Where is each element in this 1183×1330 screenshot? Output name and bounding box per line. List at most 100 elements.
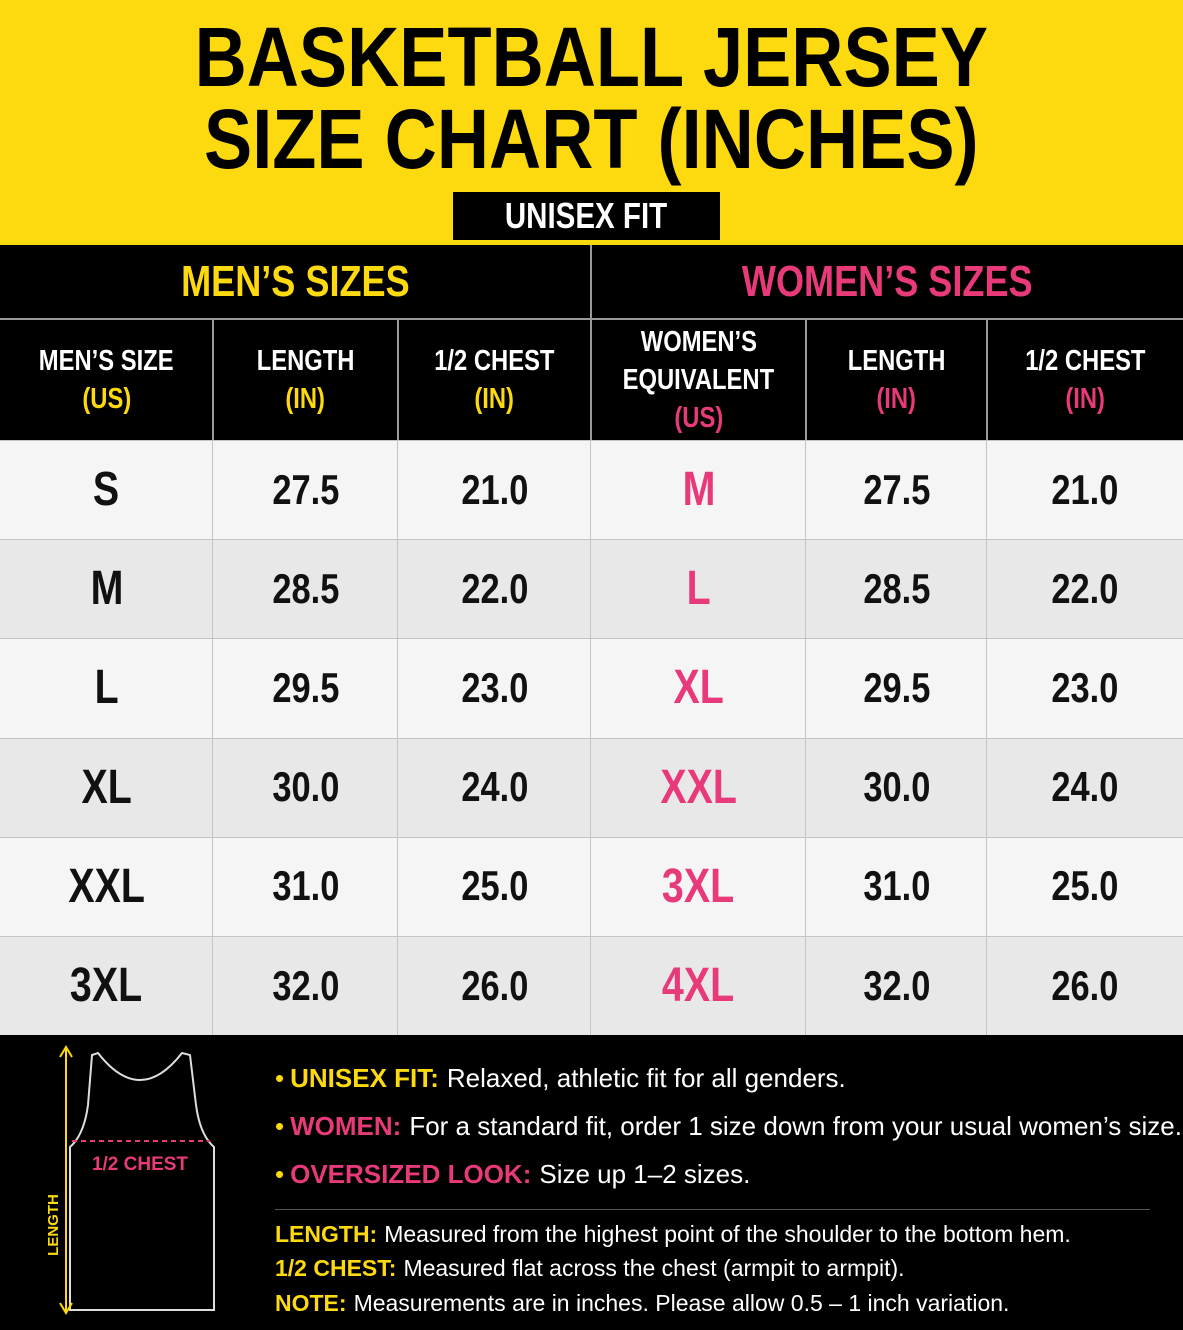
- cell-text: XL: [673, 661, 724, 715]
- cell-text: 23.0: [460, 663, 529, 711]
- cell: 28.5: [213, 539, 398, 638]
- bullet: •: [275, 1110, 285, 1141]
- cell-text: 21.0: [460, 465, 529, 513]
- definition-text: Measurements are in inches. Please allow…: [353, 1289, 1010, 1316]
- note-text: Size up 1–2 sizes.: [539, 1158, 751, 1189]
- column-label: 1/2 CHEST: [434, 345, 555, 377]
- definition: LENGTH: Measured from the highest point o…: [275, 1218, 1071, 1250]
- cell: 31.0: [213, 837, 398, 936]
- badge: UNISEX FIT: [453, 192, 720, 240]
- cell: XL: [591, 638, 806, 737]
- row-bg: [0, 440, 1183, 540]
- cell: 29.5: [213, 638, 398, 737]
- divider: [805, 440, 806, 1035]
- cell-text: 26.0: [460, 961, 529, 1009]
- jersey-outline: [69, 1051, 215, 1311]
- cell: 29.5: [806, 638, 987, 737]
- cell-text: 25.0: [460, 862, 529, 910]
- row-bg: [0, 638, 1183, 738]
- note: • WOMEN: For a standard fit, order 1 size …: [275, 1106, 1182, 1146]
- cell: 22.0: [987, 539, 1183, 638]
- cell-text: 27.5: [862, 465, 931, 513]
- cell-text: XXL: [660, 760, 737, 814]
- cell: 32.0: [213, 936, 398, 1035]
- note-key: OVERSIZED LOOK:: [290, 1158, 532, 1189]
- cell: 24.0: [987, 738, 1183, 837]
- title-line: BASKETBALL JERSEY: [0, 10, 1183, 104]
- divider: [397, 440, 398, 1035]
- column-label: LENGTH: [847, 345, 946, 377]
- cell-text: 29.5: [271, 663, 340, 711]
- cell-text: XXL: [68, 859, 145, 913]
- cell: S: [0, 440, 213, 539]
- column-label: LENGTH: [256, 345, 355, 377]
- definition-text: Measured from the highest point of the s…: [384, 1220, 1071, 1247]
- cell: 31.0: [806, 837, 987, 936]
- cell: 28.5: [806, 539, 987, 638]
- badge-text: UNISEX FIT: [505, 195, 668, 236]
- cell: 26.0: [987, 936, 1183, 1035]
- cell-text: 22.0: [1051, 564, 1119, 612]
- cell-text: 4XL: [662, 959, 735, 1013]
- cell: L: [0, 638, 213, 737]
- cell-text: 24.0: [460, 763, 529, 811]
- group-title: WOMEN’S SIZES: [741, 256, 1033, 306]
- definition: NOTE: Measurements are in inches. Please …: [275, 1287, 1009, 1319]
- cell: 21.0: [398, 440, 591, 539]
- column-unit: (IN): [1065, 383, 1105, 415]
- length-label: LENGTH: [45, 1194, 62, 1256]
- cell-text: 31.0: [271, 862, 340, 910]
- cell-text: 32.0: [862, 961, 931, 1009]
- cell: 27.5: [806, 440, 987, 539]
- cell-text: 31.0: [862, 862, 931, 910]
- column-unit: (IN): [876, 383, 917, 415]
- cell-text: M: [682, 463, 715, 517]
- cell: 23.0: [398, 638, 591, 737]
- cell-text: 3XL: [662, 859, 735, 913]
- cell-text: L: [686, 562, 711, 616]
- note-text: Relaxed, athletic fit for all genders.: [446, 1062, 846, 1093]
- column-unit: (IN): [285, 383, 326, 415]
- column-header: MEN’S SIZE (US): [0, 320, 213, 440]
- group-title: MEN’S SIZES: [181, 256, 410, 306]
- column-label: 1/2 CHEST: [1024, 345, 1146, 377]
- cell: 30.0: [213, 738, 398, 837]
- definition-text: Measured flat across the chest (armpit t…: [403, 1255, 905, 1281]
- cell: M: [0, 539, 213, 638]
- cell-text: 30.0: [862, 763, 931, 811]
- column-label: MEN’S SIZE: [39, 345, 174, 377]
- cell-text: 21.0: [1051, 465, 1119, 513]
- chest-label: 1/2 CHEST: [92, 1154, 188, 1175]
- cell: 32.0: [806, 936, 987, 1035]
- column-header: LENGTH (IN): [213, 320, 398, 440]
- cell: 27.5: [213, 440, 398, 539]
- badge-box: [453, 192, 720, 240]
- bullet: •: [275, 1158, 285, 1189]
- column-header: WOMEN’S EQUIVALENT (US): [591, 320, 806, 440]
- title-text: BASKETBALL JERSEY: [194, 9, 989, 104]
- cell-text: 30.0: [271, 763, 340, 811]
- definition: 1/2 CHEST: Measured flat across the chest…: [275, 1253, 905, 1285]
- title-text: SIZE CHART (INCHES): [204, 91, 979, 186]
- cell: 22.0: [398, 539, 591, 638]
- column-unit: (US): [82, 383, 131, 415]
- jersey-diagram: 1/2 CHEST LENGTH: [45, 1045, 215, 1315]
- cell-text: 27.5: [271, 465, 340, 513]
- cell-text: 28.5: [862, 564, 931, 612]
- cell: XXL: [0, 837, 213, 936]
- divider: [590, 440, 591, 1035]
- cell-text: 22.0: [460, 564, 529, 612]
- column-header: 1/2 CHEST (IN): [398, 320, 591, 440]
- definition-key: NOTE:: [275, 1289, 347, 1316]
- cell: 4XL: [591, 936, 806, 1035]
- row-bg: [0, 737, 1183, 837]
- column-header: LENGTH (IN): [806, 320, 987, 440]
- cell: M: [591, 440, 806, 539]
- divider: [0, 318, 1183, 320]
- column-unit: (US): [674, 402, 723, 434]
- cell-text: XL: [81, 760, 132, 814]
- group-header: WOMEN’S SIZES: [591, 245, 1183, 318]
- cell-text: L: [94, 661, 119, 715]
- cell: 30.0: [806, 738, 987, 837]
- cell: 21.0: [987, 440, 1183, 539]
